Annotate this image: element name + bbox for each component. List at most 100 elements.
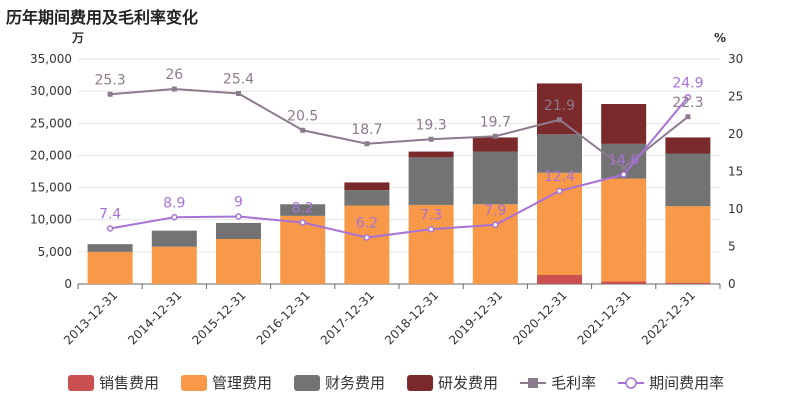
y-tick-label-left: 15,000 [30, 181, 72, 195]
data-point [556, 187, 563, 195]
x-tick-label: 2019-12-31 [446, 288, 505, 347]
y-tick-label-right: 15 [728, 165, 743, 179]
y-tick-label-left: 25,000 [30, 116, 72, 130]
data-point [557, 117, 562, 123]
data-point [685, 114, 691, 120]
data-point [363, 234, 371, 241]
chart-title: 历年期间费用及毛利率变化 [6, 8, 199, 27]
data-label: 18.7 [351, 122, 382, 138]
y-tick-label-right: 20 [728, 127, 743, 141]
x-tick-label: 2017-12-31 [318, 288, 377, 347]
y-tick-label-right: 0 [728, 277, 736, 291]
bar-segment [344, 190, 390, 206]
x-tick-label: 2014-12-31 [125, 288, 184, 347]
data-point [299, 219, 306, 226]
series-line [109, 96, 689, 239]
x-tick-label: 2015-12-31 [189, 288, 248, 347]
data-label: 12.4 [544, 169, 575, 185]
data-point [171, 214, 178, 221]
x-tick-label: 2016-12-31 [254, 288, 313, 347]
bar-segment [344, 205, 390, 284]
data-point [492, 221, 499, 228]
data-point [106, 225, 114, 232]
data-point [427, 226, 435, 233]
y-tick-label-left: 5,000 [38, 245, 72, 259]
bar-segment [344, 182, 390, 191]
data-label: 7.9 [484, 203, 506, 219]
bar-segment [408, 151, 454, 158]
bar-segment [216, 239, 261, 284]
data-point [428, 136, 434, 142]
data-point [620, 171, 627, 178]
data-label: 9 [234, 195, 243, 211]
y-tick-label-right: 10 [728, 202, 743, 216]
data-label: 19.3 [416, 117, 447, 133]
series-line [110, 87, 689, 170]
data-label: 6.2 [356, 216, 378, 232]
data-point [107, 91, 113, 97]
legend-swatch [68, 375, 94, 391]
bar-segment [537, 275, 582, 284]
legend-label: 毛利率 [551, 374, 596, 392]
data-point [236, 91, 241, 96]
y-tick-label-left: 0 [64, 277, 72, 291]
bar-segment [472, 137, 518, 152]
bar-segment [216, 222, 261, 239]
data-label: 21.9 [544, 98, 575, 114]
data-point [235, 213, 242, 220]
bar-segment [601, 104, 647, 144]
bar-segment [665, 153, 711, 207]
bar-segment [87, 251, 133, 284]
bar-segment [408, 157, 454, 205]
y-tick-label-right: 5 [728, 240, 736, 254]
data-label: 7.4 [99, 207, 121, 223]
bar-segment [408, 204, 454, 284]
data-label: 8.2 [292, 201, 314, 217]
legend-swatch [407, 375, 434, 391]
data-point [364, 141, 370, 147]
data-point [621, 165, 627, 171]
bar-segment [601, 281, 647, 284]
bar-segment [601, 178, 647, 282]
bar-segment [472, 151, 518, 205]
data-label: 26 [165, 67, 183, 83]
y-tick-label-right: 25 [728, 90, 743, 104]
bar-segment [151, 246, 197, 284]
legend-label: 研发费用 [438, 374, 498, 392]
x-tick-label: 2013-12-31 [61, 288, 120, 347]
bar-segment [665, 282, 711, 284]
x-tick-label: 2020-12-31 [510, 288, 569, 347]
data-point [684, 94, 692, 101]
bar-segment [280, 215, 326, 284]
y-tick-label-left: 35,000 [30, 52, 72, 66]
x-tick-label: 2018-12-31 [382, 288, 441, 347]
y-tick-label-left: 10,000 [30, 213, 72, 227]
bar-segment [665, 137, 711, 154]
y-axis-unit-right: % [714, 31, 726, 45]
legend-label: 期间费用率 [649, 374, 724, 392]
data-label: 19.7 [480, 114, 511, 130]
bar-segment [537, 134, 582, 173]
legend-swatch [181, 375, 208, 391]
x-tick-label: 2022-12-31 [639, 288, 698, 347]
data-label: 7.3 [420, 207, 442, 223]
legend-label: 销售费用 [99, 374, 159, 392]
data-label: 22.3 [672, 95, 703, 111]
y-axis-unit-left: 万 [71, 31, 84, 45]
y-tick-label-left: 20,000 [30, 148, 72, 162]
data-label: 8.9 [163, 195, 185, 211]
data-label: 20.5 [287, 108, 318, 124]
data-label: 24.9 [672, 75, 703, 91]
legend-label: 财务费用 [325, 374, 385, 392]
bar-segment [537, 83, 582, 135]
data-label: 25.4 [223, 72, 254, 88]
bar-segment [280, 204, 326, 216]
x-tick-label: 2021-12-31 [575, 288, 634, 347]
data-label: 14.6 [608, 153, 639, 169]
legend-label: 管理费用 [212, 374, 272, 392]
bar-segment [151, 230, 197, 247]
data-label: 25.3 [95, 72, 126, 88]
legend-swatch [528, 378, 539, 388]
data-point [300, 127, 306, 133]
